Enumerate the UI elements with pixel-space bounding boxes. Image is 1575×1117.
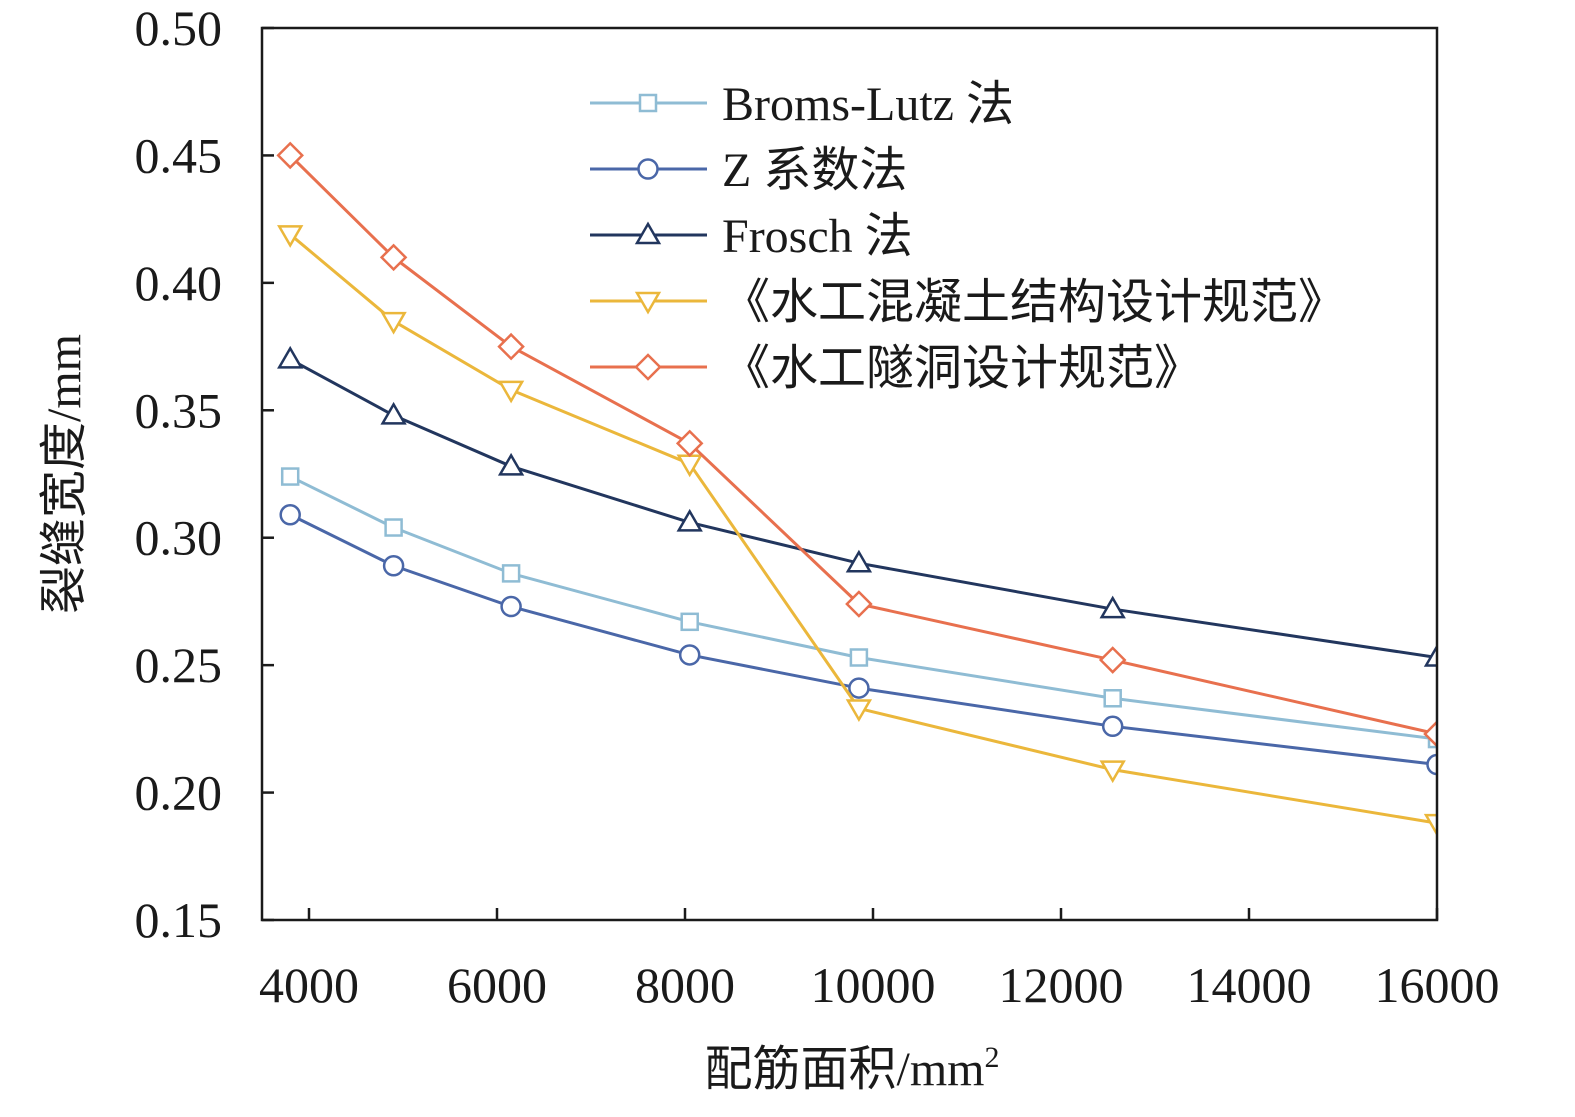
data-point-circle (500, 595, 522, 618)
data-point-diamond (1098, 646, 1127, 674)
x-tick-label: 16000 (1375, 957, 1500, 1013)
x-tick-label: 6000 (447, 957, 547, 1013)
data-point-triangle-down (845, 699, 873, 722)
legend-item: Broms-Lutz 法 (590, 78, 1014, 131)
y-tick-label: 0.25 (135, 637, 223, 693)
data-point-square (501, 564, 521, 583)
legend-item: 《水工混凝土结构设计规范》 (590, 276, 1346, 329)
data-point-circle (1101, 715, 1124, 738)
x-axis-title-text: 配筋面积/mm (704, 1043, 984, 1096)
x-axis-title-superscript: 2 (985, 1041, 1000, 1074)
legend-label: Frosch 法 (722, 210, 913, 263)
plot-frame (260, 26, 1439, 922)
y-tick-label: 0.50 (135, 0, 223, 56)
x-tick-label: 8000 (635, 957, 735, 1013)
legend-label: 《水工隧洞设计规范》 (722, 342, 1202, 395)
y-axis-title: 裂缝宽度/mm (38, 334, 91, 614)
data-point-triangle-up (380, 401, 407, 425)
y-tick-label: 0.40 (135, 255, 223, 311)
data-point-square (384, 518, 403, 537)
axis-layer: 4000 6000 8000 10000 12000 14000 16000 0.15 0.20… (135, 0, 1500, 1013)
x-tick-label: 14000 (1187, 957, 1312, 1013)
legend-marker-diamond (634, 353, 662, 381)
data-point-triangle-up (676, 508, 703, 532)
legend-label: 《水工混凝土结构设计规范》 (722, 276, 1346, 329)
data-point-diamond (675, 429, 704, 458)
legend-marker-triangle-up (634, 221, 662, 245)
data-point-square (280, 467, 300, 486)
data-point-triangle-down (1423, 813, 1437, 837)
series-triangle-down (277, 225, 1437, 837)
data-point-triangle-down (676, 454, 703, 478)
y-tick-label: 0.15 (135, 892, 223, 948)
data-point-triangle-down (497, 380, 525, 404)
legend-item: Z 系数法 (590, 144, 907, 197)
data-point-circle (678, 644, 701, 666)
y-tick-label: 0.45 (135, 127, 223, 183)
series-square (280, 467, 1437, 749)
data-point-diamond (276, 141, 304, 170)
data-point-triangle-down (380, 311, 407, 335)
legend-label: Broms-Lutz 法 (722, 78, 1014, 131)
series-layer (276, 141, 1437, 837)
series-circle (279, 504, 1437, 776)
series-triangle-up (277, 345, 1437, 667)
data-point-diamond (379, 243, 408, 272)
data-point-circle (382, 554, 405, 577)
x-axis-title: 配筋面积/mm2 (704, 1041, 999, 1096)
data-point-circle (279, 504, 301, 526)
data-point-diamond (497, 332, 525, 361)
data-point-triangle-up (1423, 644, 1437, 667)
legend-item: 《水工隧洞设计规范》 (590, 342, 1202, 395)
data-point-square (1103, 689, 1122, 708)
legend-marker-triangle-down (634, 291, 662, 315)
data-point-circle (848, 677, 870, 699)
data-point-triangle-down (1099, 760, 1126, 784)
data-point-triangle-up (845, 549, 873, 573)
y-tick-label: 0.30 (135, 510, 223, 566)
series-line-circle (289, 513, 1437, 767)
legend-marker-square (638, 93, 658, 113)
data-point-triangle-up (497, 452, 525, 476)
x-tick-label: 4000 (259, 957, 359, 1013)
series-diamond (276, 141, 1437, 748)
data-point-triangle-up (277, 345, 304, 369)
legend-marker-circle (637, 158, 659, 180)
legend-item: Frosch 法 (590, 210, 913, 263)
y-tick-label: 0.35 (135, 382, 223, 438)
legend: Broms-Lutz 法 Z 系数法 Frosch 法《水工混凝土结构设计规范》《水… (590, 78, 1346, 395)
data-point-triangle-up (1099, 595, 1126, 619)
data-point-square (849, 648, 869, 667)
x-tick-label: 12000 (999, 957, 1124, 1013)
data-point-circle (1426, 753, 1437, 776)
y-tick-label: 0.20 (135, 765, 223, 821)
data-point-diamond (1423, 720, 1437, 748)
data-point-diamond (845, 590, 873, 618)
legend-label: Z 系数法 (722, 144, 907, 197)
data-point-square (680, 612, 699, 632)
x-tick-label: 10000 (811, 957, 936, 1013)
data-point-triangle-down (277, 225, 304, 248)
